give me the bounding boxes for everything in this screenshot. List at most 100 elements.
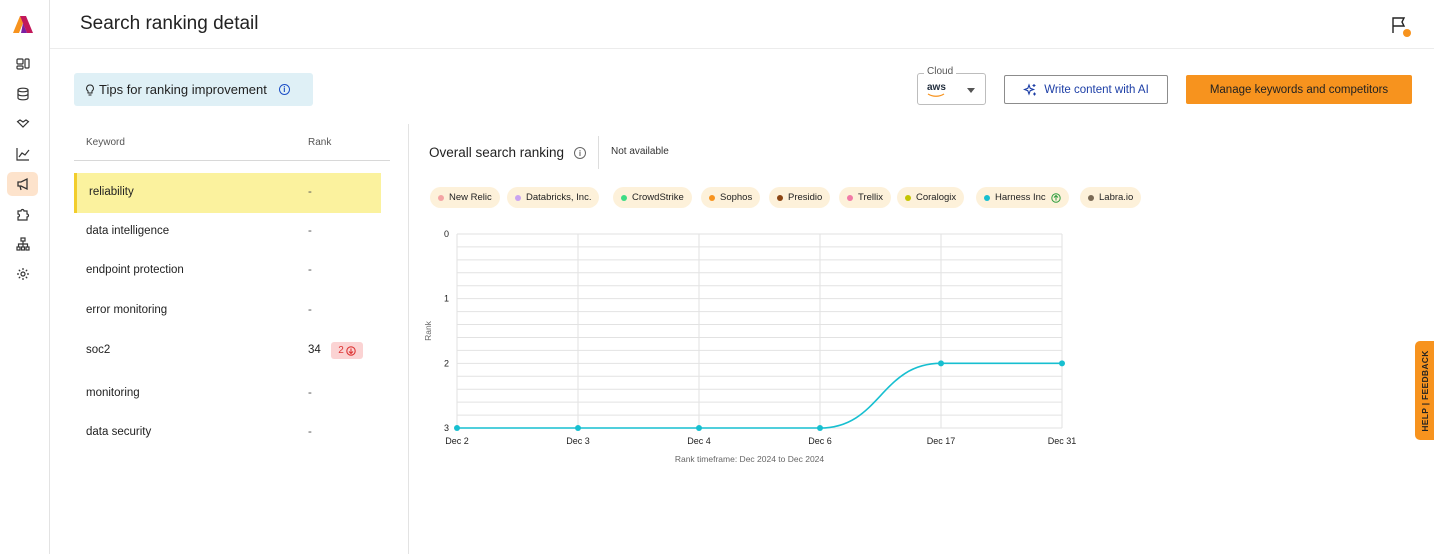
keyword-name: endpoint protection	[86, 264, 184, 276]
legend-chip[interactable]: CrowdStrike	[613, 187, 692, 208]
legend-color-dot	[621, 194, 627, 201]
legend-label: CrowdStrike	[632, 192, 684, 203]
keyword-row[interactable]: error monitoring -	[74, 291, 381, 331]
legend-chip[interactable]: Labra.io	[1080, 187, 1142, 208]
sidebar-item-integrations[interactable]	[7, 202, 38, 226]
info-icon[interactable]: i	[278, 84, 290, 95]
legend-color-dot	[905, 194, 911, 201]
column-header-rank: Rank	[308, 137, 332, 148]
data-point	[938, 360, 944, 367]
panel-divider	[408, 124, 409, 554]
x-tick-label: Dec 6	[808, 436, 832, 446]
y-axis-label: Rank	[423, 320, 433, 341]
dashboard-icon	[15, 58, 30, 70]
legend-color-dot	[438, 194, 444, 201]
legend-color-dot	[515, 194, 521, 201]
keyword-row[interactable]: reliability -	[74, 173, 381, 213]
x-tick-label: Dec 2	[445, 436, 469, 446]
y-tick-label: 1	[444, 294, 449, 304]
legend-chip[interactable]: Sophos	[701, 187, 761, 208]
lightbulb-icon	[86, 83, 94, 95]
chart-header-divider	[598, 136, 599, 169]
help-feedback-tab[interactable]: HELP | FEEDBACK	[1415, 341, 1434, 440]
keyword-row[interactable]: data security -	[74, 413, 381, 453]
legend-label: Presidio	[788, 192, 823, 203]
y-tick-label: 3	[444, 423, 449, 433]
legend-chip[interactable]: Presidio	[769, 187, 831, 208]
keyword-rank: -	[308, 304, 312, 316]
series-line	[457, 362, 1062, 429]
keyword-name: data intelligence	[86, 225, 170, 237]
data-point	[575, 425, 581, 431]
sidebar-item-organization[interactable]	[7, 232, 38, 256]
chart-info-icon[interactable]: i	[574, 147, 586, 159]
arrow-down-circle-icon	[346, 345, 356, 356]
flag-button[interactable]	[1390, 16, 1411, 37]
org-chart-icon	[15, 237, 30, 251]
legend-color-dot	[847, 194, 853, 201]
aws-logo-icon	[927, 93, 945, 97]
keyword-table-header: Keyword Rank	[74, 133, 390, 161]
keyword-row[interactable]: soc2 34 2	[74, 331, 381, 371]
arrow-up-circle-icon	[1050, 192, 1061, 203]
legend-label: Coralogix	[916, 192, 957, 203]
keyword-rank: -	[308, 426, 312, 438]
legend-label: Trellix	[858, 192, 883, 203]
cloud-select[interactable]: Cloud aws	[917, 66, 986, 105]
legend-color-dot	[1088, 194, 1094, 201]
database-icon	[16, 87, 29, 101]
notification-dot	[1403, 29, 1411, 37]
manage-keywords-button[interactable]: Manage keywords and competitors	[1186, 75, 1412, 104]
legend-chip[interactable]: New Relic	[430, 187, 500, 208]
keyword-name: reliability	[89, 186, 134, 198]
page-header: Search ranking detail	[50, 0, 1434, 49]
sidebar-item-settings[interactable]	[7, 262, 38, 286]
sidebar-item-database[interactable]	[7, 82, 38, 106]
legend-color-dot	[777, 194, 783, 201]
x-tick-label: Dec 17	[927, 436, 956, 446]
chart-title: Overall search ranking	[429, 145, 565, 160]
tips-banner[interactable]: Tips for ranking improvement i	[74, 73, 313, 106]
rank-change-badge: 2	[331, 342, 363, 359]
legend-chip[interactable]: Coralogix	[897, 187, 965, 208]
legend-chip[interactable]: Harness Inc	[976, 187, 1069, 208]
legend-color-dot	[709, 194, 715, 201]
rank-change-value: 2	[338, 345, 344, 356]
legend-chip[interactable]: Trellix	[839, 187, 891, 208]
keyword-row[interactable]: endpoint protection -	[74, 251, 381, 291]
sidebar	[0, 0, 50, 554]
sidebar-item-partners[interactable]	[7, 112, 38, 136]
data-point	[454, 425, 460, 431]
keyword-row[interactable]: monitoring -	[74, 374, 381, 414]
write-content-ai-button[interactable]: Write content with AI	[1004, 75, 1168, 104]
keyword-rank: -	[308, 387, 312, 399]
data-point	[696, 425, 702, 431]
keyword-row[interactable]: data intelligence -	[74, 212, 381, 252]
legend-label: Labra.io	[1099, 192, 1134, 203]
analytics-icon	[15, 148, 29, 161]
legend-label: Databricks, Inc.	[526, 192, 592, 203]
keyword-rank: 34	[308, 344, 321, 356]
sidebar-item-dashboard[interactable]	[7, 52, 38, 76]
legend-color-dot	[984, 194, 990, 201]
app-logo-icon[interactable]	[12, 14, 34, 34]
data-point	[817, 425, 823, 431]
legend-chip[interactable]: Databricks, Inc.	[507, 187, 600, 208]
legend-label: Harness Inc	[995, 192, 1046, 203]
write-content-ai-label: Write content with AI	[1044, 83, 1149, 96]
handshake-icon	[16, 119, 29, 128]
keyword-rank: -	[308, 186, 312, 198]
keyword-name: data security	[86, 426, 152, 438]
keyword-rank: -	[308, 264, 312, 276]
settings-icon	[16, 268, 29, 280]
cloud-value: aws	[927, 82, 946, 93]
puzzle-icon	[16, 208, 29, 221]
y-tick-label: 2	[444, 358, 449, 368]
sidebar-item-analytics[interactable]	[7, 142, 38, 166]
page-title: Search ranking detail	[80, 13, 259, 34]
keyword-name: monitoring	[86, 387, 140, 399]
sparkle-icon	[1023, 82, 1037, 96]
sidebar-item-marketing[interactable]	[7, 172, 38, 196]
flag-icon	[1392, 17, 1406, 33]
